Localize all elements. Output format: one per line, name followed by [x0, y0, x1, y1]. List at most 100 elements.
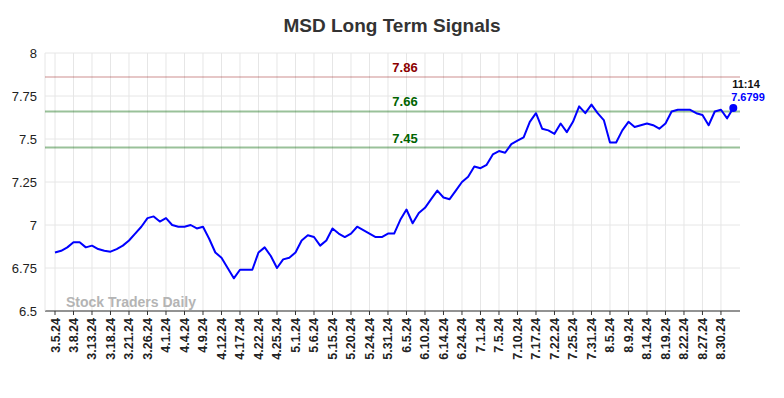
x-tick-label: 3.21.24 [122, 318, 136, 360]
x-tick-label: 5.20.24 [344, 318, 358, 360]
grid-line [332, 53, 333, 311]
grid-line [702, 53, 703, 311]
y-tick-label: 6.5 [19, 304, 37, 319]
x-tick [128, 311, 129, 315]
grid-line [572, 53, 573, 311]
grid-line [258, 53, 259, 311]
x-tick-label: 4.1.24 [159, 318, 173, 353]
grid-line [387, 53, 388, 311]
last-value-label: 7.6799 [731, 91, 765, 103]
x-tick [443, 311, 444, 315]
x-tick-label: 4.17.24 [233, 318, 247, 360]
grid-line [498, 53, 499, 311]
grid-line [424, 53, 425, 311]
x-tick-label: 6.5.24 [400, 318, 414, 353]
x-tick [498, 311, 499, 315]
x-tick [202, 311, 203, 315]
y-tick-label: 7.25 [12, 175, 37, 190]
x-tick-label: 8.9.24 [622, 318, 636, 353]
grid-line [45, 225, 740, 226]
x-tick [461, 311, 462, 315]
x-tick [702, 311, 703, 315]
grid-line [91, 53, 92, 311]
grid-line [45, 268, 740, 269]
grid-line [554, 53, 555, 311]
x-tick-label: 5.15.24 [326, 318, 340, 360]
x-tick [258, 311, 259, 315]
x-tick-label: 5.31.24 [381, 318, 395, 360]
x-tick [147, 311, 148, 315]
x-tick-label: 4.22.24 [252, 318, 266, 360]
x-tick-label: 7.31.24 [585, 318, 599, 360]
x-tick-label: 5.24.24 [363, 318, 377, 360]
x-tick-label: 8.30.24 [714, 318, 728, 360]
x-tick-label: 6.10.24 [418, 318, 432, 360]
time-label: 11:14 [732, 78, 760, 90]
x-tick-label: 4.25.24 [270, 318, 284, 360]
x-tick-label: 8.5.24 [603, 318, 617, 353]
x-tick [628, 311, 629, 315]
x-tick-label: 7.25.24 [566, 318, 580, 360]
x-tick [517, 311, 518, 315]
grid-line [535, 53, 536, 311]
x-tick [350, 311, 351, 315]
grid-line [406, 53, 407, 311]
x-tick [535, 311, 536, 315]
x-tick [110, 311, 111, 315]
x-tick [609, 311, 610, 315]
x-tick-label: 6.14.24 [437, 318, 451, 360]
x-tick-label: 3.26.24 [141, 318, 155, 360]
grid-line [665, 53, 666, 311]
y-tick-label: 6.75 [12, 261, 37, 276]
x-tick-label: 3.8.24 [67, 318, 81, 353]
x-tick-label: 7.22.24 [548, 318, 562, 360]
grid-line [55, 53, 56, 311]
x-tick [480, 311, 481, 315]
x-tick [406, 311, 407, 315]
x-tick [184, 311, 185, 315]
reference-line [45, 147, 740, 149]
grid-line [480, 53, 481, 311]
last-point [729, 104, 737, 112]
grid-line [147, 53, 148, 311]
grid-line [128, 53, 129, 311]
watermark: Stock Traders Daily [66, 294, 196, 310]
grid-line [45, 182, 740, 183]
grid-line [184, 53, 185, 311]
y-tick-label: 8 [30, 46, 37, 61]
title: MSD Long Term Signals [283, 15, 500, 36]
x-tick [239, 311, 240, 315]
x-tick-label: 3.5.24 [49, 318, 63, 353]
x-tick [387, 311, 388, 315]
y-tick-label: 7.75 [12, 89, 37, 104]
x-tick-label: 7.17.24 [529, 318, 543, 360]
x-tick [424, 311, 425, 315]
grid-line [110, 53, 111, 311]
reference-label: 7.66 [392, 94, 417, 109]
x-tick [646, 311, 647, 315]
x-tick-label: 6.24.24 [455, 318, 469, 360]
grid-line [609, 53, 610, 311]
x-tick-label: 8.14.24 [640, 318, 654, 360]
x-tick [55, 311, 56, 315]
x-tick-label: 3.18.24 [104, 318, 118, 360]
x-tick-label: 4.4.24 [178, 318, 192, 353]
x-tick-label: 7.5.24 [492, 318, 506, 353]
x-tick-label: 4.9.24 [196, 318, 210, 353]
grid-line [683, 53, 684, 311]
grid-line [276, 53, 277, 311]
reference-label: 7.86 [392, 60, 417, 75]
reference-label: 7.45 [392, 131, 417, 146]
x-tick-label: 5.1.24 [289, 318, 303, 353]
x-tick [91, 311, 92, 315]
x-tick-label: 8.22.24 [677, 318, 691, 360]
grid-line [720, 53, 721, 311]
x-tick [73, 311, 74, 315]
grid-line [628, 53, 629, 311]
grid-line [221, 53, 222, 311]
plot-area [45, 77, 740, 278]
x-tick [665, 311, 666, 315]
grid-line [73, 53, 74, 311]
grid-line [45, 311, 740, 312]
x-tick-label: 7.1.24 [474, 318, 488, 353]
